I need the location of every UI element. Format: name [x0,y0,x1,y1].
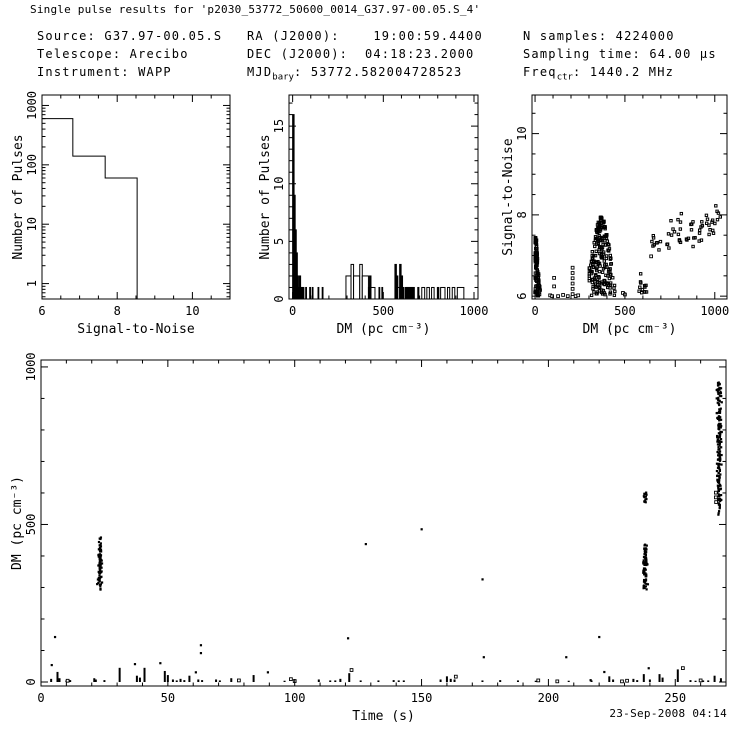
svg-text:0: 0 [289,304,296,318]
svg-text:DM (pc cm⁻³): DM (pc cm⁻³) [10,476,25,570]
svg-text:1000: 1000 [460,304,489,318]
field-nsamples: N samples: 4224000 [523,29,675,43]
svg-text:0: 0 [531,304,538,318]
svg-text:8: 8 [515,211,529,218]
svg-text:10: 10 [272,177,286,191]
header-col-coordinates: RA (J2000): 19:00:59.4400 DEC (J2000): 0… [247,27,483,86]
field-source: Source: G37.97-00.05.S [37,29,223,43]
svg-text:100: 100 [284,691,306,705]
svg-text:Signal-to-Noise: Signal-to-Noise [501,138,516,256]
svg-text:500: 500 [614,304,636,318]
svg-text:1000: 1000 [24,352,38,381]
svg-text:Number of Pulses: Number of Pulses [258,134,273,259]
field-sampling-time: Sampling time: 64.00 μs [523,47,717,61]
svg-text:Number of Pulses: Number of Pulses [11,134,26,259]
svg-text:1000: 1000 [700,304,729,318]
field-freq-ctr: Freqctr: 1440.2 MHz [523,65,675,83]
header-col-sampling: N samples: 4224000 Sampling time: 64.00 … [523,27,717,86]
dm-vs-time-scatter: 0 50 100 150 200 250 0 500 1000 Time (s) DM (pc cm… [10,352,727,724]
svg-text:1: 1 [25,280,39,287]
svg-text:Signal-to-Noise: Signal-to-Noise [77,322,195,337]
svg-text:1000: 1000 [25,91,39,120]
svg-text:10: 10 [515,126,529,140]
svg-text:500: 500 [24,514,38,536]
field-mjd: MJDbary: 53772.582004728523 [247,65,463,83]
dm-histogram: 0 500 1000 0 5 10 15 DM (pc cm⁻³) Number of Puls… [258,94,489,337]
field-ra: RA (J2000): 19:00:59.4400 [247,29,483,43]
header-col-source: Source: G37.97-00.05.S Telescope: Arecib… [37,27,222,81]
svg-text:0: 0 [37,691,44,705]
field-dec: DEC (J2000): 04:18:23.2000 [247,47,475,61]
svg-text:250: 250 [664,691,686,705]
svg-text:10: 10 [25,217,39,231]
svg-text:0: 0 [272,295,286,302]
svg-text:DM (pc cm⁻³): DM (pc cm⁻³) [337,322,431,337]
svg-text:50: 50 [161,691,175,705]
svg-text:15: 15 [272,119,286,133]
svg-text:10: 10 [185,304,199,318]
svg-text:100: 100 [25,154,39,176]
field-instrument: Instrument: WAPP [37,65,172,79]
svg-text:8: 8 [114,304,121,318]
svg-text:DM (pc cm⁻³): DM (pc cm⁻³) [583,322,677,337]
svg-text:Time (s): Time (s) [352,709,415,724]
page-title: Single pulse results for 'p2030_53772_50… [30,3,481,16]
snr-vs-dm-scatter: 0 500 1000 6 8 10 DM (pc cm⁻³) Signal-to-Noise [501,94,729,337]
svg-text:6: 6 [515,293,529,300]
datestamp: 23-Sep-2008 04:14 [609,707,727,720]
field-telescope: Telescope: Arecibo [37,47,189,61]
svg-text:5: 5 [272,238,286,245]
snr-histogram: 6 8 10 1 10 100 1000 Signal-to-Noise Number of P… [11,91,231,337]
svg-text:200: 200 [538,691,560,705]
svg-text:150: 150 [411,691,433,705]
svg-text:6: 6 [38,304,45,318]
svg-text:0: 0 [24,678,38,685]
svg-text:500: 500 [372,304,394,318]
